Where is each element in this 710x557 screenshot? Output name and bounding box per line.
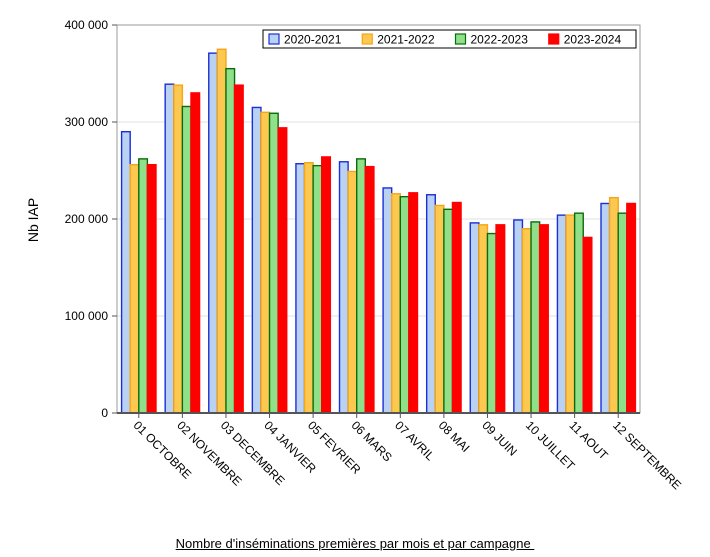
legend-label: 2022-2023	[471, 33, 529, 47]
bar	[347, 170, 358, 414]
x-tick-label: 09 JUIN	[479, 418, 520, 459]
bar	[277, 127, 288, 414]
legend-box	[262, 29, 637, 49]
bar	[120, 130, 131, 414]
bar	[513, 219, 524, 414]
bar	[538, 224, 549, 414]
y-tick-label: 200 000	[65, 212, 109, 226]
bar	[521, 227, 532, 414]
y-tick-label: 400 000	[65, 18, 109, 32]
legend-swatch	[548, 33, 560, 45]
legend-label: 2021-2022	[377, 33, 435, 47]
bar	[138, 158, 149, 414]
bar	[164, 83, 175, 414]
y-ticks: 0 100 000 200 000 300 000 400 000	[65, 18, 117, 420]
legend: 2020-2021 2021-2022 2022-2023 2023-2024	[262, 29, 637, 49]
bar	[356, 158, 367, 414]
bar	[617, 212, 628, 414]
bars	[120, 48, 637, 414]
bar	[600, 202, 611, 414]
bar	[408, 192, 419, 414]
bar	[486, 232, 497, 414]
x-tick-label: 08 MAI	[436, 418, 473, 455]
bar	[146, 163, 157, 414]
bar	[251, 106, 262, 414]
legend-label: 2020-2021	[284, 33, 342, 47]
bar	[451, 201, 462, 414]
bar	[190, 92, 201, 414]
bar	[364, 165, 375, 414]
bar	[565, 214, 576, 414]
bar	[260, 111, 271, 414]
bar	[443, 208, 454, 414]
bar	[173, 84, 184, 414]
bar	[295, 163, 306, 414]
bar	[608, 196, 619, 414]
bar	[321, 156, 332, 414]
bar-chart: 0 100 000 200 000 300 000 400 000 01 OCTOBRE…	[25, 18, 684, 492]
bar	[469, 222, 480, 414]
bar	[312, 164, 323, 414]
bar	[495, 224, 506, 414]
x-tick-label: 11 AOUT	[567, 418, 612, 463]
y-axis-label: Nb IAP	[25, 198, 41, 242]
bar	[208, 52, 219, 414]
legend-label: 2023-2024	[564, 33, 622, 47]
legend-swatch	[361, 33, 373, 45]
bar	[338, 161, 349, 414]
bar	[382, 187, 393, 414]
bar	[530, 221, 541, 414]
legend-swatch	[268, 33, 280, 45]
bar	[626, 202, 637, 414]
bar	[225, 67, 236, 414]
chart-caption: Nombre d'inséminations premières par moi…	[175, 536, 535, 551]
y-tick-label: 300 000	[65, 115, 109, 129]
y-tick-label: 0	[101, 406, 108, 420]
y-tick-label: 100 000	[65, 309, 109, 323]
bar	[303, 162, 314, 414]
bar	[233, 84, 244, 414]
bar	[216, 48, 227, 414]
x-tick-label: 12 SEPTEMBRE	[610, 418, 684, 492]
bar	[399, 195, 410, 414]
bar	[573, 212, 584, 414]
x-tick-label: 07 AVRIL	[392, 418, 437, 463]
bar	[478, 224, 489, 414]
bar	[556, 214, 567, 414]
bar	[268, 112, 279, 414]
bar	[390, 193, 401, 414]
bar	[434, 204, 445, 414]
bar	[425, 194, 436, 414]
bar	[129, 163, 140, 414]
legend-swatch	[454, 33, 467, 45]
bar	[181, 105, 192, 414]
bar	[582, 236, 593, 414]
